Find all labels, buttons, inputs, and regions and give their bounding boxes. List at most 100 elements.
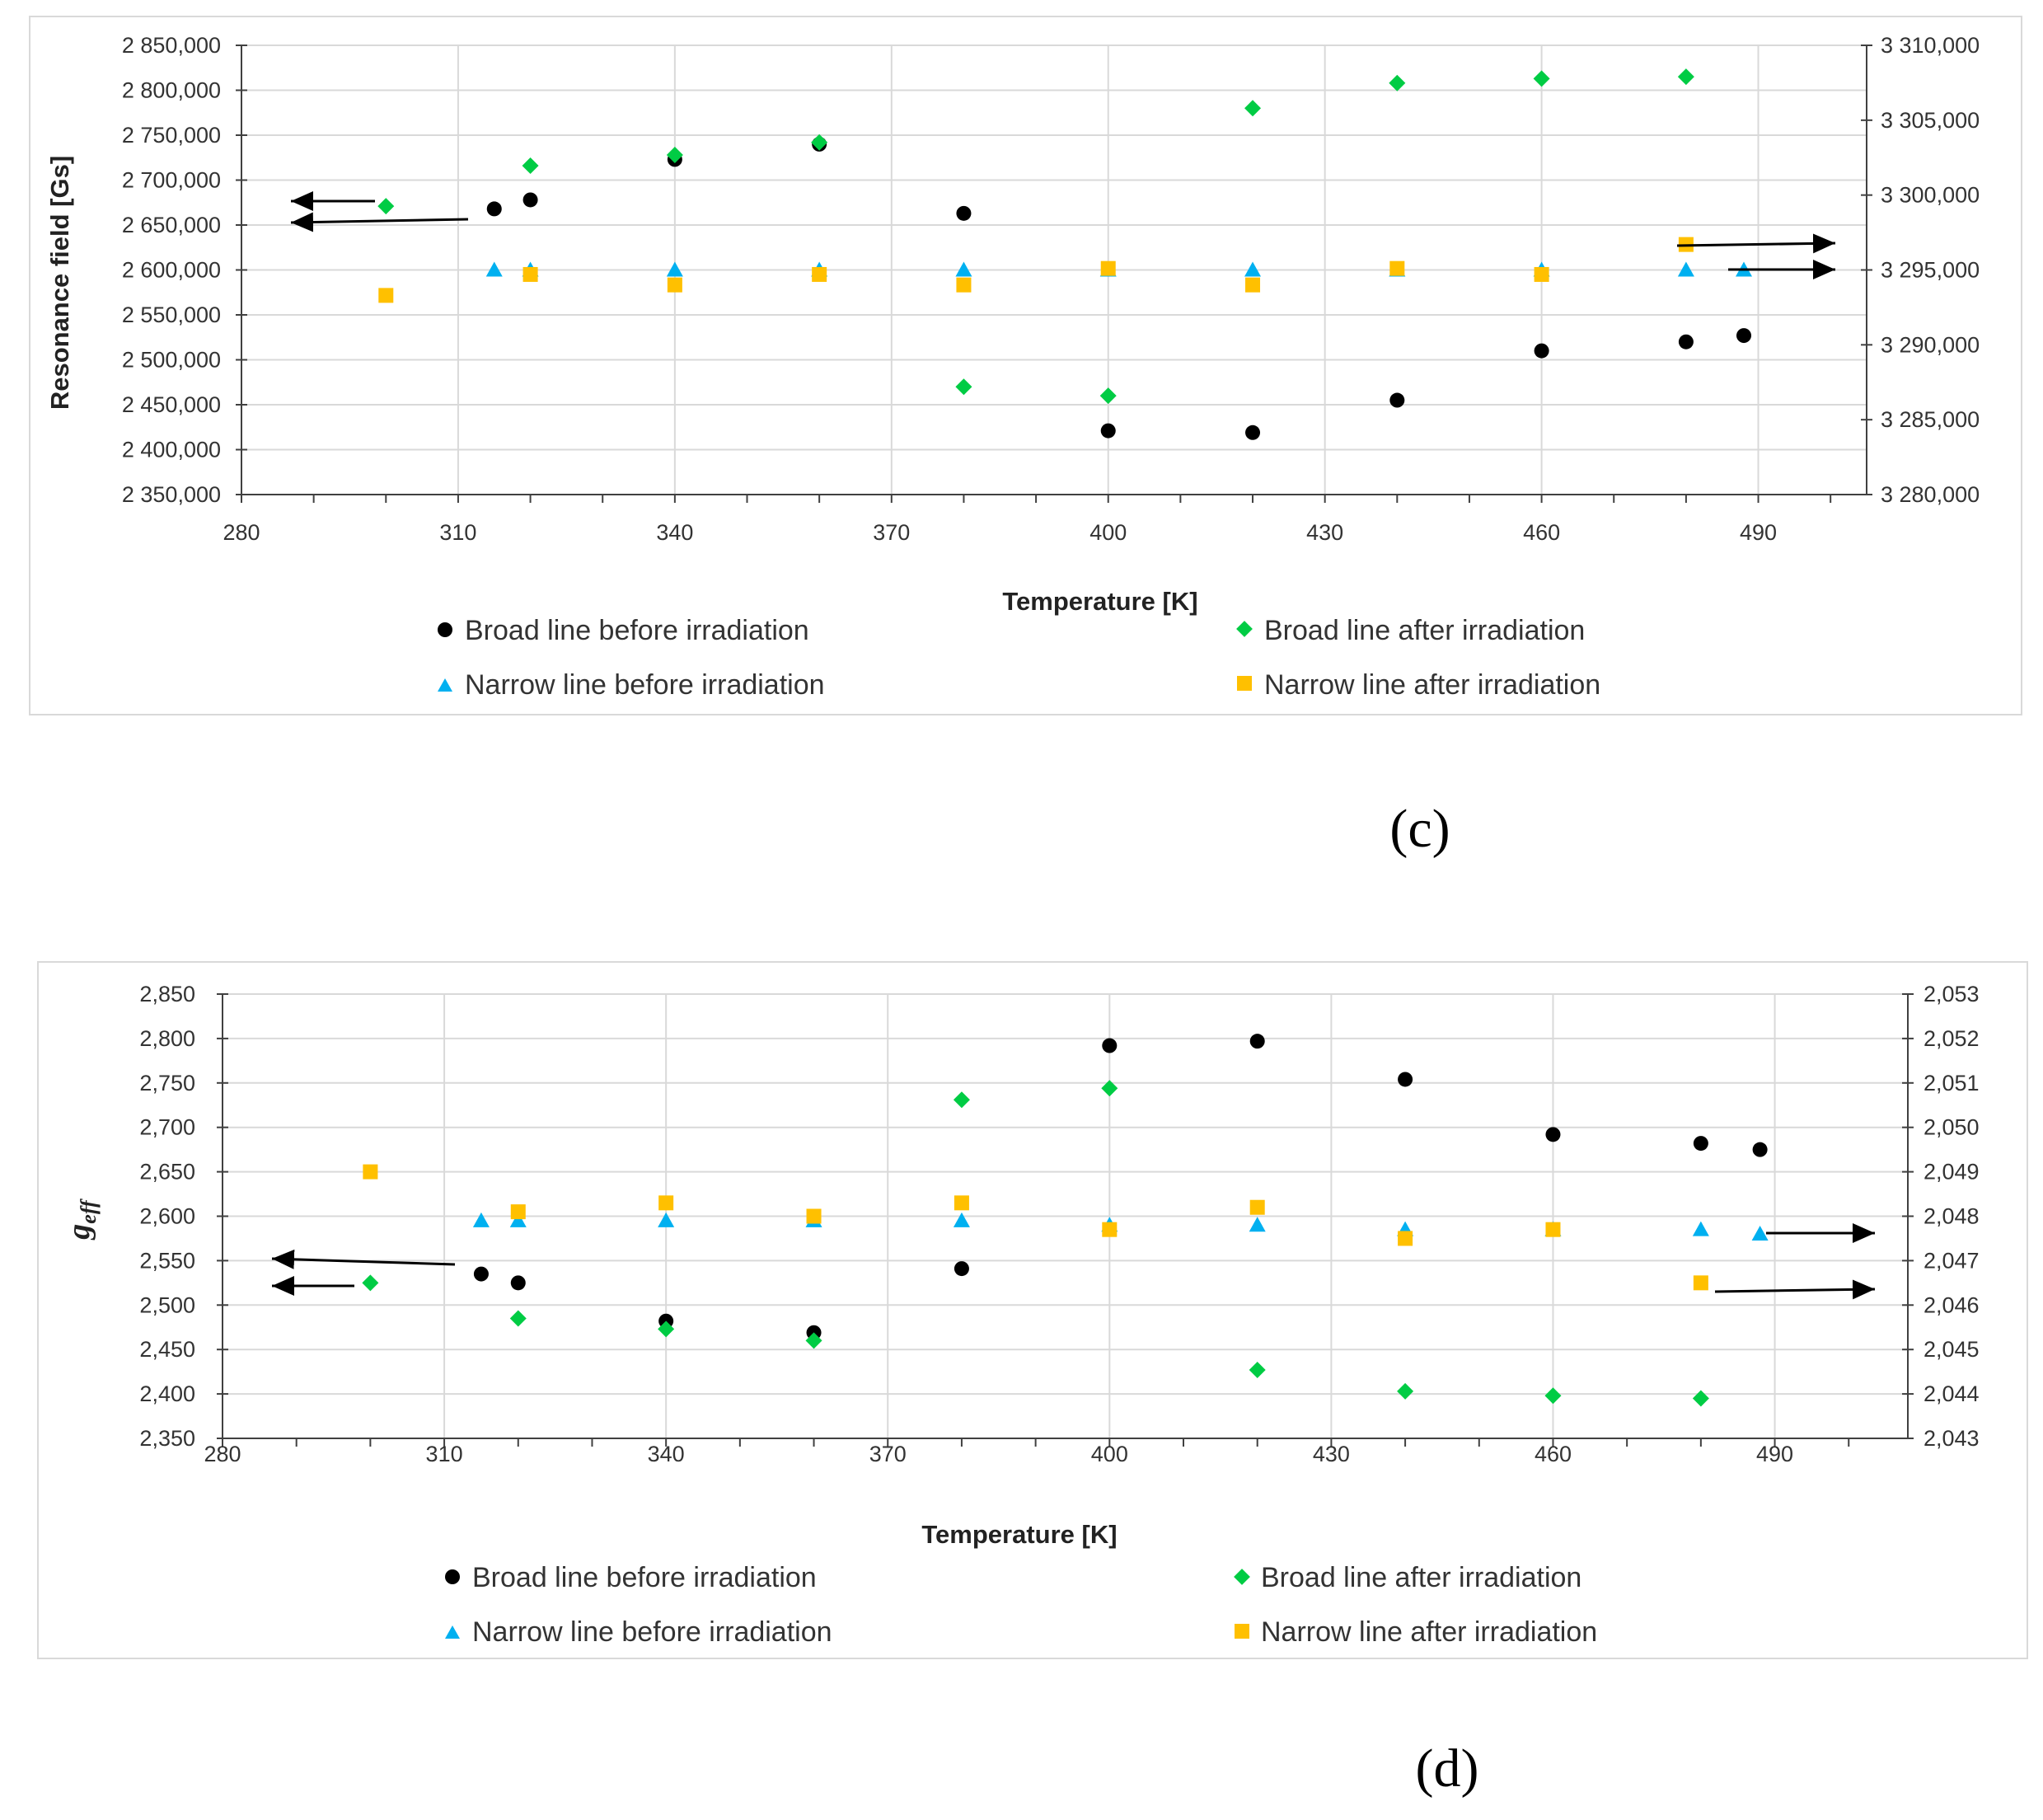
data-point-diamond — [1544, 1387, 1562, 1405]
y-right-tick-label: 2,048 — [1924, 1204, 1980, 1229]
y-tick-label: 2,750 — [139, 1071, 195, 1095]
data-point-diamond — [509, 1310, 527, 1327]
data-point-circle — [486, 201, 502, 217]
y-tick-label: 2,500 — [139, 1292, 195, 1317]
y-right-tick-label: 2,045 — [1924, 1337, 1980, 1362]
panel-label-c: (c) — [1389, 799, 1450, 859]
y-tick-label: 2 550,000 — [122, 303, 221, 327]
y-right-tick-label: 3 295,000 — [1881, 258, 1980, 283]
y-right-tick-label: 3 305,000 — [1881, 108, 1980, 133]
y-right-tick-label: 2,044 — [1924, 1381, 1980, 1406]
y-tick-label: 2 650,000 — [122, 213, 221, 237]
chart-c-y-axis-title: Resonance field [Gs] — [45, 156, 74, 410]
data-point-circle — [954, 1261, 969, 1277]
data-point-diamond — [1397, 1382, 1414, 1400]
data-point-circle — [1752, 1142, 1768, 1157]
arrow-left-axis-icon — [290, 212, 469, 232]
data-point-circle — [1693, 1136, 1708, 1152]
y-tick-label: 2,650 — [139, 1160, 195, 1184]
y-tick-label: 2 400,000 — [122, 438, 221, 462]
data-point-triangle — [472, 1212, 490, 1227]
data-point-circle — [1389, 392, 1405, 408]
chart-c-axis-arrows — [290, 191, 1836, 279]
data-point-diamond — [1249, 1361, 1266, 1378]
legend-broad-after: Broad line after irradiation — [1261, 1562, 1581, 1593]
data-point-square — [956, 277, 972, 293]
chart-d-legend: Broad line before irradiation Broad line… — [445, 1562, 1597, 1648]
chart-c-tick-labels: 2 350,000 2 400,000 2 450,000 2 500,000 2 55… — [122, 33, 1980, 545]
data-point-circle — [522, 192, 538, 208]
data-point-diamond — [1389, 74, 1406, 91]
data-point-diamond — [658, 1320, 675, 1338]
y-tick-label: 2,850 — [139, 982, 195, 1006]
x-tick-label: 430 — [1313, 1442, 1350, 1466]
data-point-circle — [1736, 328, 1752, 344]
x-tick-label: 280 — [204, 1442, 241, 1466]
data-point-square — [522, 266, 538, 282]
x-tick-label: 430 — [1306, 520, 1343, 545]
x-tick-label: 340 — [648, 1442, 685, 1466]
data-point-diamond — [362, 1274, 379, 1292]
x-tick-label: 370 — [869, 1442, 907, 1466]
data-point-circle — [956, 205, 972, 221]
legend-narrow-before: Narrow line before irradiation — [472, 1616, 832, 1648]
data-point-diamond — [811, 134, 828, 151]
x-tick-label: 370 — [873, 520, 910, 545]
arrow-right-axis-icon — [1676, 233, 1836, 254]
data-point-triangle — [509, 1212, 527, 1227]
data-point-triangle — [1244, 261, 1262, 277]
data-point-diamond — [1244, 100, 1262, 117]
legend-square-marker-icon — [1237, 676, 1252, 691]
data-point-square — [1245, 277, 1261, 293]
y-tick-label: 2 850,000 — [122, 33, 221, 58]
chart-d-data-points — [362, 1034, 1769, 1407]
data-point-diamond — [522, 157, 539, 175]
legend-broad-after: Broad line after irradiation — [1264, 615, 1585, 646]
data-point-square — [812, 266, 827, 282]
arrow-left-axis-icon — [271, 1249, 456, 1269]
chart-d-x-axis-title: Temperature [K] — [921, 1520, 1117, 1549]
data-point-square — [1389, 260, 1405, 276]
data-point-circle — [1545, 1127, 1561, 1142]
chart-panel-c: 2 350,000 2 400,000 2 450,000 2 500,000 2 55… — [29, 16, 2022, 859]
data-point-square — [1100, 260, 1116, 276]
data-point-square — [1534, 266, 1549, 282]
y-tick-label: 2 450,000 — [122, 392, 221, 417]
y-right-tick-label: 2,052 — [1924, 1026, 1980, 1051]
panel-label-d: (d) — [1416, 1738, 1479, 1799]
data-point-circle — [1249, 1034, 1265, 1049]
y-right-tick-label: 2,046 — [1924, 1292, 1980, 1317]
y-tick-label: 2,550 — [139, 1248, 195, 1273]
data-point-triangle — [953, 1212, 970, 1227]
data-point-diamond — [1677, 68, 1694, 86]
data-point-diamond — [1692, 1390, 1709, 1407]
data-point-triangle — [1677, 261, 1694, 277]
data-point-square — [1398, 1231, 1413, 1246]
chart-c-x-axis-title: Temperature [K] — [1002, 587, 1197, 616]
legend-broad-before: Broad line before irradiation — [465, 615, 809, 646]
arrow-right-axis-icon — [1714, 1279, 1876, 1300]
data-point-diamond — [955, 378, 972, 396]
y-right-tick-label: 3 285,000 — [1881, 407, 1980, 432]
data-point-square — [510, 1204, 526, 1220]
legend-circle-marker-icon — [438, 622, 452, 637]
y-right-tick-label: 2,051 — [1924, 1071, 1980, 1095]
chart-d-tick-labels: 2,350 2,400 2,450 2,500 2,550 2,600 2,650 2,700… — [139, 982, 1979, 1466]
chart-d-frame — [37, 961, 2028, 1659]
x-tick-label: 460 — [1523, 520, 1560, 545]
chart-panel-d: 2,350 2,400 2,450 2,500 2,550 2,600 2,650 2,700… — [37, 961, 2028, 1799]
y-tick-label: 2 750,000 — [122, 123, 221, 148]
legend-triangle-marker-icon — [438, 678, 452, 692]
y-tick-label: 2 700,000 — [122, 168, 221, 193]
legend-square-marker-icon — [1235, 1624, 1249, 1639]
y-right-tick-label: 3 300,000 — [1881, 183, 1980, 208]
data-point-square — [1693, 1275, 1708, 1291]
x-tick-label: 490 — [1756, 1442, 1793, 1466]
y-tick-label: 2,350 — [139, 1426, 195, 1451]
data-point-square — [667, 277, 682, 293]
legend-narrow-before: Narrow line before irradiation — [465, 669, 825, 701]
data-point-circle — [473, 1266, 489, 1282]
data-point-circle — [1245, 425, 1261, 440]
legend-triangle-marker-icon — [445, 1625, 460, 1639]
data-point-diamond — [377, 198, 395, 215]
